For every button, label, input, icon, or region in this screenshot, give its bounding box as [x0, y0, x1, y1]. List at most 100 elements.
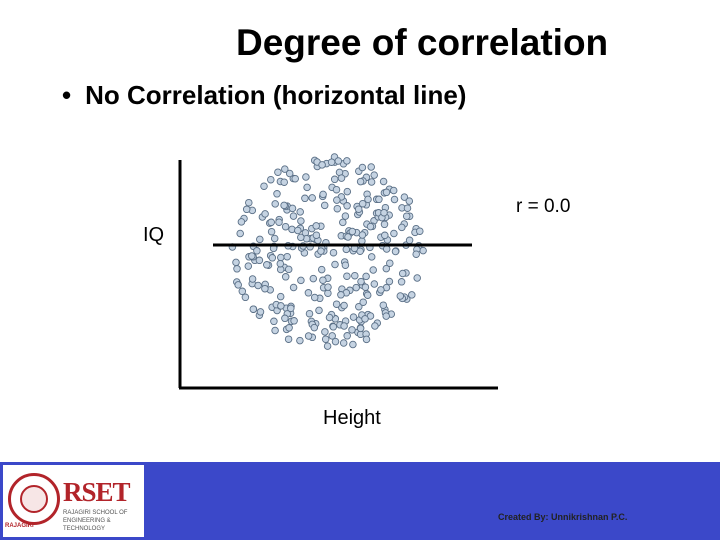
data-point — [256, 308, 265, 316]
data-point — [232, 258, 240, 267]
data-point — [274, 168, 282, 176]
seal-center — [20, 485, 48, 513]
x-axis-label: Height — [323, 407, 381, 429]
data-point — [390, 229, 398, 238]
bullet-symbol: • — [62, 80, 72, 110]
data-point — [290, 317, 298, 325]
data-point — [342, 245, 351, 254]
data-point — [297, 276, 305, 285]
data-point — [343, 272, 351, 280]
data-point — [333, 204, 342, 213]
data-point — [361, 283, 370, 291]
scatter-points — [228, 153, 427, 350]
data-point — [318, 161, 326, 169]
data-point — [371, 322, 379, 330]
data-point — [267, 227, 276, 236]
data-point — [341, 212, 350, 220]
data-point — [332, 185, 341, 194]
data-point — [320, 201, 329, 210]
data-point — [356, 177, 365, 186]
data-point — [270, 234, 279, 243]
data-point — [310, 323, 319, 332]
data-point — [349, 340, 357, 349]
data-point — [288, 204, 297, 213]
data-point — [291, 174, 299, 183]
data-point — [331, 260, 339, 269]
data-point — [405, 236, 414, 245]
data-point — [362, 272, 370, 281]
data-point — [294, 226, 302, 235]
data-point — [309, 274, 318, 283]
credit-text: Created By: Unnikrishnan P.C. — [498, 512, 628, 522]
data-point — [241, 293, 250, 302]
data-point — [358, 199, 367, 208]
data-point — [263, 261, 271, 269]
data-point — [297, 233, 305, 242]
data-point — [303, 183, 311, 192]
data-point — [305, 309, 314, 318]
data-point — [270, 317, 278, 326]
data-point — [369, 266, 377, 274]
data-point — [341, 261, 350, 269]
data-point — [329, 323, 338, 331]
data-point — [382, 264, 391, 273]
data-point — [367, 163, 375, 171]
data-point — [370, 280, 379, 288]
data-point — [319, 190, 327, 199]
data-point — [351, 271, 359, 280]
bullet-text: No Correlation (horizontal line) — [85, 80, 467, 110]
brand-logo: RSET — [63, 477, 131, 507]
data-point — [389, 186, 398, 195]
data-point — [319, 276, 327, 284]
data-point — [284, 265, 293, 274]
data-point — [325, 313, 334, 322]
data-point — [413, 274, 421, 282]
data-point — [367, 253, 376, 261]
data-point — [337, 291, 345, 299]
data-point — [339, 218, 347, 227]
data-point — [268, 254, 277, 262]
data-point — [324, 289, 332, 297]
data-point — [355, 302, 363, 311]
data-point — [317, 265, 326, 274]
seal-icon — [8, 473, 60, 525]
data-point — [280, 178, 288, 186]
data-point — [358, 231, 367, 239]
data-point — [391, 247, 400, 256]
data-point — [370, 171, 378, 179]
data-point — [339, 339, 348, 347]
data-point — [261, 210, 269, 218]
data-point — [334, 157, 343, 165]
data-point — [233, 265, 241, 273]
bullet-item: • No Correlation (horizontal line) — [62, 80, 466, 111]
data-point — [260, 182, 268, 190]
seal-text: RAJAGIRI — [5, 523, 34, 529]
data-point — [273, 190, 281, 198]
data-point — [382, 245, 391, 253]
brand-subtitle: RAJAGIRI SCHOOL OF ENGINEERING & TECHNOL… — [63, 510, 128, 532]
data-point — [398, 269, 407, 278]
data-point — [236, 229, 244, 238]
data-point — [333, 196, 341, 204]
data-point — [340, 322, 348, 330]
data-point — [255, 256, 264, 265]
data-point — [340, 301, 348, 310]
data-point — [237, 218, 246, 226]
data-point — [284, 335, 293, 343]
data-point — [285, 169, 294, 178]
data-point — [304, 332, 313, 340]
data-point — [289, 212, 298, 220]
data-point — [281, 314, 289, 323]
data-point — [256, 235, 264, 244]
data-point — [296, 336, 304, 345]
data-point — [329, 248, 338, 257]
data-point — [386, 259, 394, 267]
data-point — [328, 332, 336, 340]
data-point — [283, 252, 291, 261]
data-point — [312, 231, 321, 239]
data-point — [267, 218, 275, 227]
data-point — [321, 328, 329, 336]
data-point — [397, 278, 406, 286]
data-point — [330, 175, 339, 184]
data-point — [310, 293, 319, 302]
